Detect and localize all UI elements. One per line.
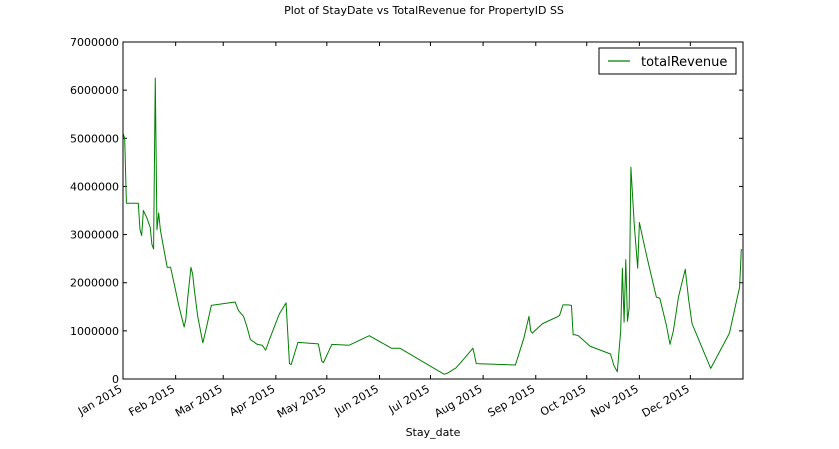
x-tick-label: Nov 2015 [589, 382, 641, 420]
legend: totalRevenue [598, 47, 737, 75]
y-tick-label: 6000000 [70, 84, 119, 97]
x-tick-label: Jun 2015 [331, 382, 381, 418]
y-tick-label: 7000000 [70, 36, 119, 49]
x-tick-label: Oct 2015 [538, 382, 588, 419]
x-tick-label: Apr 2015 [227, 382, 277, 419]
tick-layer: 0 1000000 2000000 3000000 4000000 5000000 6000… [70, 36, 743, 421]
x-tick-label: Mar 2015 [173, 382, 225, 419]
x-tick-label: May 2015 [275, 382, 328, 420]
y-tick-label: 0 [112, 373, 119, 386]
x-tick-label: Dec 2015 [640, 382, 692, 420]
y-tick-label: 5000000 [70, 132, 119, 145]
legend-label: totalRevenue [641, 55, 727, 70]
x-tick-label: Feb 2015 [127, 382, 178, 419]
chart-title: Plot of StayDate vs TotalRevenue for Pro… [284, 4, 564, 17]
y-tick-label: 1000000 [70, 325, 119, 338]
series-layer [122, 77, 742, 375]
x-tick-label: Aug 2015 [432, 382, 484, 420]
series-line-totalRevenue [122, 77, 742, 375]
y-tick-label: 2000000 [70, 277, 119, 290]
x-tick-label: Jul 2015 [386, 382, 432, 416]
x-tick-label: Jan 2015 [75, 382, 124, 418]
y-tick-label: 4000000 [70, 180, 119, 193]
plot-area-frame [122, 41, 744, 380]
y-tick-label: 3000000 [70, 229, 119, 242]
x-axis-label: Stay_date [406, 426, 461, 439]
x-tick-label: Sep 2015 [486, 382, 538, 419]
